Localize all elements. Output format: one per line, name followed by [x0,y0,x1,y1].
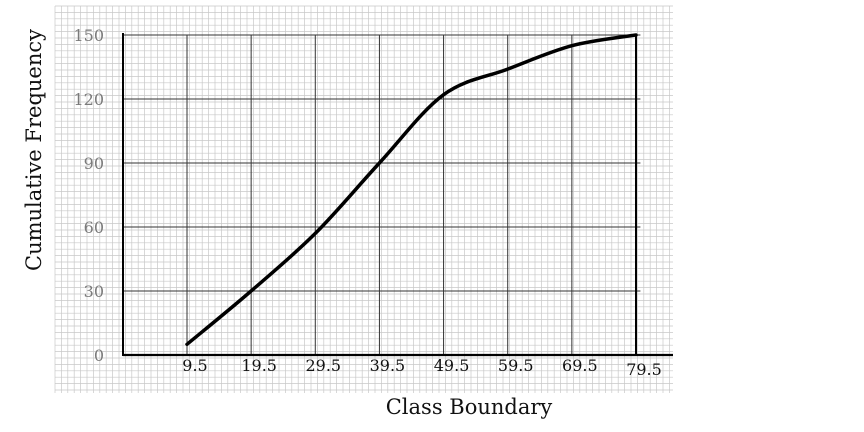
x-tick-label: 69.5 [562,356,598,375]
x-tick-label: 9.5 [182,356,207,375]
x-tick-label: 39.5 [370,356,406,375]
series-layer [185,33,638,355]
minor-grid [54,5,673,393]
axes [122,33,673,357]
y-tick-label: 120 [73,90,104,109]
y-tick-label: 60 [84,218,104,237]
x-tick-label: 79.5 [626,360,662,379]
x-tick-label: 49.5 [434,356,470,375]
y-axis-title: Cumulative Frequency [22,29,46,271]
x-axis-title: Class Boundary [386,395,553,419]
y-tick-label: 0 [94,346,104,365]
y-tick-label: 30 [84,282,104,301]
x-tick-label: 19.5 [241,356,277,375]
x-tick-label: 29.5 [305,356,341,375]
x-tick-label: 59.5 [498,356,534,375]
y-tick-labels: 0 30 60 90 120 150 [73,26,104,365]
y-tick-label: 150 [73,26,104,45]
y-tick-label: 90 [84,154,104,173]
x-tick-labels: 9.5 19.5 29.5 39.5 49.5 59.5 69.5 79.5 [182,356,662,379]
cumulative-frequency-curve [185,33,638,347]
